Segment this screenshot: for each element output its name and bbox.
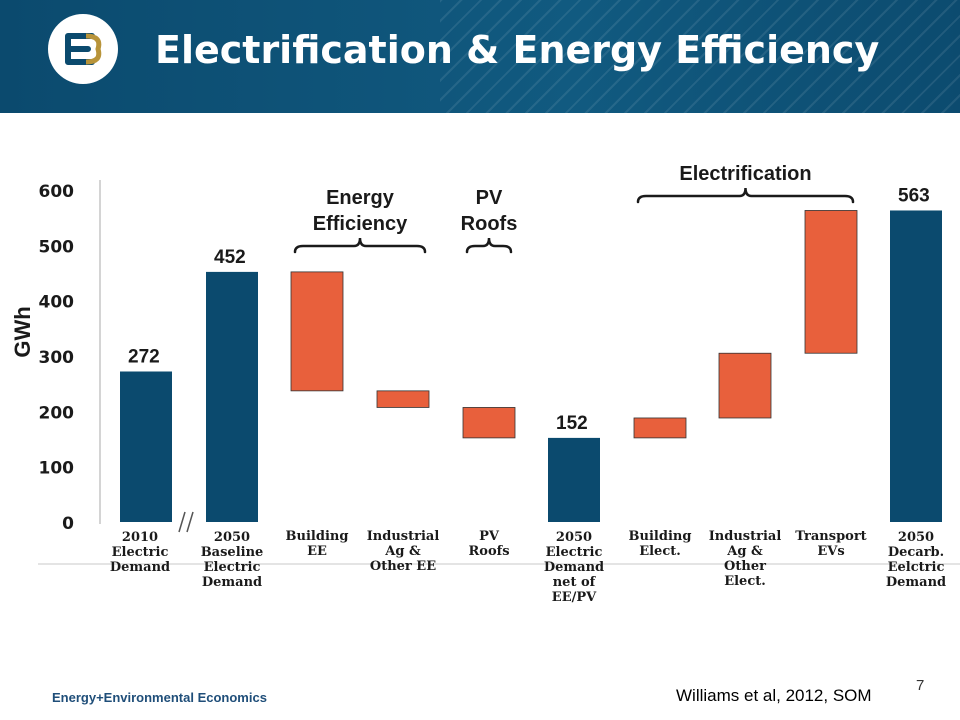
x-category-label: Ag & [384,544,421,559]
axis-break-mark [186,511,194,533]
y-tick-label: 100 [39,459,75,479]
bar-value-label: 452 [214,247,246,268]
group-bracket-label: Roofs [461,213,518,235]
x-category-label: Electric [112,545,169,560]
y-tick-label: 600 [39,182,75,202]
x-category-label: Elect. [639,544,681,559]
source-citation: Williams et al, 2012, SOM [676,686,872,705]
x-category-label: EE [307,544,327,559]
x-category-label: Electric [204,560,261,575]
group-bracket [465,237,513,254]
y-tick-label: 200 [39,403,75,423]
group-bracket-label: Electrification [679,163,811,185]
x-category-label: Other [724,559,766,574]
y-axis-label: GWh [10,306,35,357]
x-category-label: 2050 [214,530,250,545]
delta-bar [804,210,858,354]
x-category-label: Building [629,529,692,544]
x-category-label: 2010 [122,530,158,545]
group-bracket [293,237,427,254]
header-banner: Electrification & Energy Efficiency [0,0,960,113]
x-category-label: 2050 [898,530,934,545]
x-category-label: Transport [795,529,866,544]
x-category-label: 2050 [556,530,592,545]
delta-bar [376,390,430,408]
x-category-label: Demand [110,560,170,575]
x-category-label: EE/PV [552,590,597,605]
total-bar [548,437,600,522]
group-bracket-label: Efficiency [313,213,408,235]
bar-value-label: 272 [128,346,160,367]
x-category-label: Industrial [367,529,440,544]
y-tick-label: 0 [62,514,74,534]
x-category-label: PV [479,529,500,544]
x-category-label: net of [553,575,597,590]
y-tick-label: 400 [39,293,75,313]
x-category-label: Demand [544,560,604,575]
x-category-label: Elect. [724,574,766,589]
x-category-label: Decarb. [888,545,944,560]
x-category-label: Baseline [201,545,264,560]
delta-bar [718,352,772,419]
total-bar [206,271,258,522]
delta-bar [462,407,516,439]
e3-logo-icon [48,14,118,84]
x-category-label: Ag & [726,544,763,559]
page-number: 7 [916,677,925,694]
x-category-label: Electric [546,545,603,560]
x-category-label: Industrial [709,529,782,544]
footer-org-logo: Energy+Environmental Economics [52,690,267,705]
page-title: Electrification & Energy Efficiency [155,28,880,72]
x-category-label: Demand [202,575,262,590]
group-bracket [636,187,855,204]
group-bracket-label: Energy [326,187,395,209]
x-category-label: Building [286,529,349,544]
axis-break-mark [178,511,186,533]
total-bar [890,210,942,522]
x-category-label: Eelctric [888,560,945,575]
x-category-label: Demand [886,575,946,590]
x-category-label: Other EE [370,559,436,574]
delta-bar [633,417,687,439]
delta-bar [290,271,344,392]
total-bar [120,371,172,522]
x-category-label: Roofs [468,544,509,559]
y-tick-label: 500 [39,237,75,257]
header-pattern [440,0,960,113]
bar-value-label: 152 [556,413,588,434]
y-tick-label: 300 [39,348,75,368]
group-bracket-label: PV [476,187,503,209]
x-category-label: EVs [817,544,844,559]
bar-value-label: 563 [898,185,930,206]
